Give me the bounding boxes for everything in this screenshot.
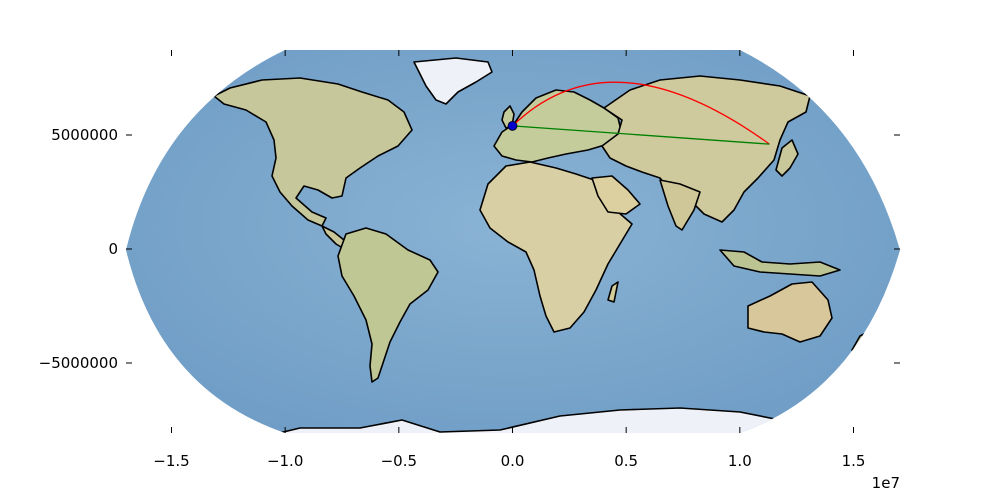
x-tick-label: −0.5 [381, 452, 417, 470]
land-south-america [337, 227, 439, 383]
land-australia [747, 281, 833, 343]
x-tick-label: 0.0 [501, 452, 525, 470]
route-straight [512, 125, 770, 145]
land-asia [601, 75, 811, 223]
route-great-circle [512, 81, 770, 145]
land-india [659, 179, 701, 231]
land-madagascar [607, 281, 619, 303]
land-japan [775, 139, 799, 177]
y-axis-ticks: 5000000 0 −5000000 [39, 126, 900, 372]
routes [507, 81, 770, 145]
x-tick-label: 0.5 [614, 452, 638, 470]
x-axis-ticks: −1.5 −1.0 −0.5 0.0 0.5 1.0 1.5 [153, 50, 865, 470]
y-tick-label: −5000000 [39, 354, 118, 372]
land-indonesia [719, 249, 841, 277]
land-arabia [591, 175, 641, 215]
map-globe [126, 50, 900, 433]
origin-point [507, 120, 518, 131]
x-tick-label: −1.0 [267, 452, 303, 470]
x-offset-label: 1e7 [872, 474, 900, 492]
y-tick-label: 5000000 [51, 126, 118, 144]
y-tick-label: 0 [108, 240, 118, 258]
land-north-america [213, 77, 413, 227]
x-tick-label: −1.5 [153, 452, 189, 470]
land-africa [479, 161, 633, 333]
x-tick-label: 1.0 [728, 452, 752, 470]
x-tick-label: 1.5 [842, 452, 866, 470]
land-greenland [413, 57, 493, 105]
